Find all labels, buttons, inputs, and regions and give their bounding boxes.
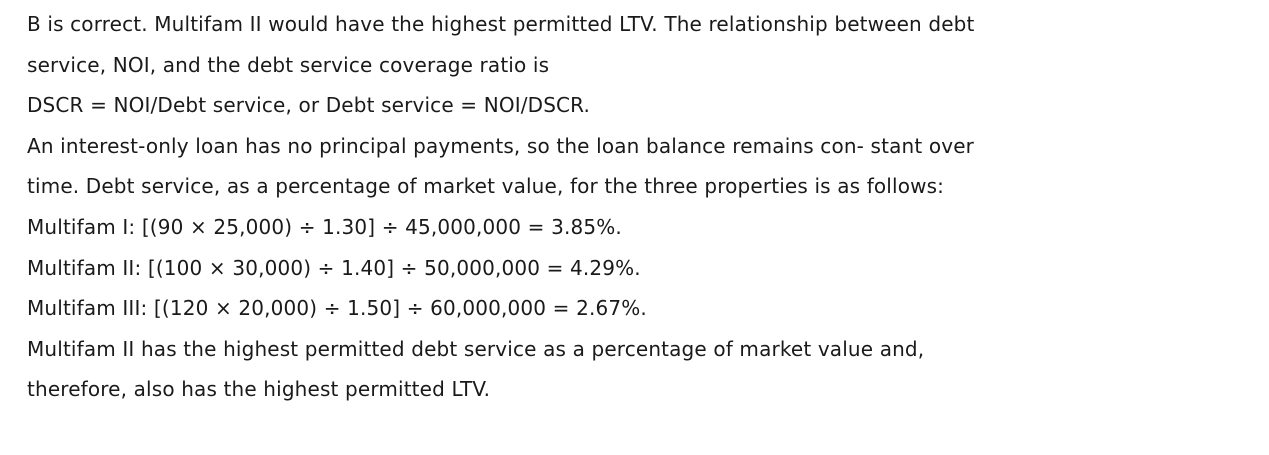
text-line: therefore, also has the highest permitte… — [27, 377, 491, 402]
text-line: DSCR = NOI/Debt service, or Debt service… — [27, 93, 590, 118]
text-line: Multifam II: [(100 × 30,000) ÷ 1.40] ÷ 5… — [27, 255, 641, 280]
explanation-text: B is correct. Multifam II would have the… — [27, 7, 975, 413]
text-line: An interest-only loan has no principal p… — [27, 133, 975, 158]
text-line: B is correct. Multifam II would have the… — [27, 12, 975, 36]
text-line: Multifam III: [(120 × 20,000) ÷ 1.50] ÷ … — [27, 296, 647, 321]
text-line: service, NOI, and the debt service cover… — [27, 52, 550, 77]
text-line: Multifam I: [(90 × 25,000) ÷ 1.30] ÷ 45,… — [27, 214, 622, 239]
text-line: time. Debt service, as a percentage of m… — [27, 174, 945, 199]
text-line: Multifam II has the highest permitted de… — [27, 336, 925, 361]
